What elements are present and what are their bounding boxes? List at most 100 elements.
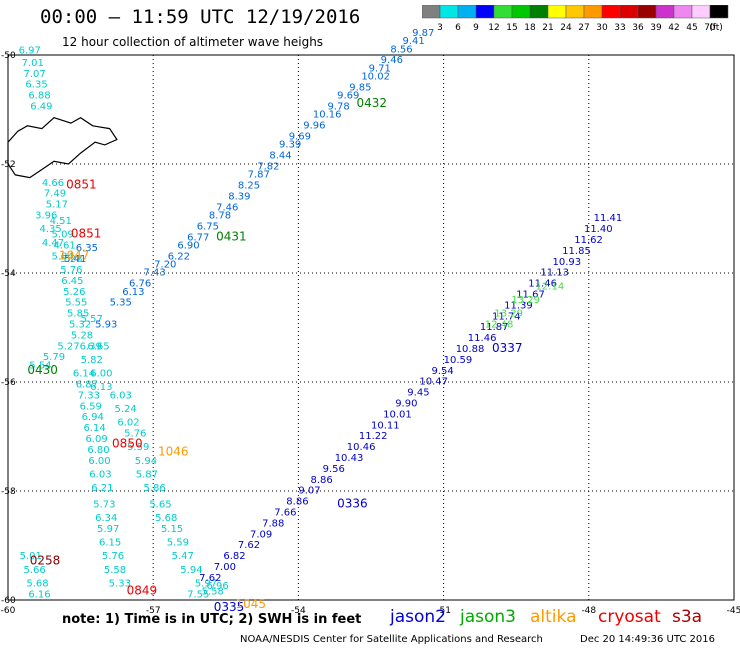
color-scale-label: 33 xyxy=(614,23,625,33)
swh-value-label: 9.69 xyxy=(289,131,311,142)
swh-value-label: 6.13 xyxy=(90,382,112,393)
swh-value-label: 5.94 xyxy=(135,456,157,467)
swh-value-label: 10.59 xyxy=(444,355,473,366)
color-scale-label: 12 xyxy=(488,23,499,33)
swh-value-label: 7.88 xyxy=(262,518,284,529)
pass-time-label: 0850 xyxy=(112,436,143,450)
swh-value-label: 4.66 xyxy=(42,178,64,189)
pass-time-label: 0336 xyxy=(337,496,368,510)
swh-value-label: 11.46 xyxy=(468,333,497,344)
swh-value-label: 6.03 xyxy=(89,469,111,480)
legend-s3a: s3a xyxy=(672,607,703,627)
swh-value-label: 9.85 xyxy=(349,82,371,93)
lat-tick-label: -60 xyxy=(1,596,16,606)
swh-value-label: 5.28 xyxy=(60,254,82,265)
swh-value-label: 5.87 xyxy=(136,469,158,480)
swh-value-label: 6.14 xyxy=(73,369,95,380)
swh-value-label: 6.35 xyxy=(76,243,98,254)
swh-value-label: 6.15 xyxy=(99,538,121,549)
swh-value-label: 10.01 xyxy=(383,409,412,420)
swh-value-label: 5.54 xyxy=(29,360,51,371)
swh-value-label: 9.56 xyxy=(323,464,345,475)
swh-value-label: 6.59 xyxy=(80,401,102,412)
swh-value-label: 5.28 xyxy=(71,330,93,341)
pass-time-label: 0851 xyxy=(71,227,102,241)
swh-value-label: 6.39 xyxy=(80,341,102,352)
swh-value-label: 5.47 xyxy=(172,551,194,562)
swh-value-label: 7.82 xyxy=(257,161,279,172)
swh-value-label: 7.00 xyxy=(214,562,236,573)
swh-value-label: 5.33 xyxy=(109,578,131,589)
swh-value-label: 6.22 xyxy=(168,251,190,262)
pass-time-label: 0335 xyxy=(214,600,245,614)
swh-value-label: 6.21 xyxy=(91,483,113,494)
swh-value-label: 6.35 xyxy=(25,80,47,91)
swh-value-label: 10.43 xyxy=(335,453,364,464)
swh-value-label: 11.22 xyxy=(359,431,388,442)
lat-tick-label: -58 xyxy=(1,487,16,497)
swh-value-label: 5.79 xyxy=(43,352,65,363)
swh-value-label: 9.54 xyxy=(432,366,454,377)
swh-value-label: 7.62 xyxy=(199,573,221,584)
swh-value-label: 8.25 xyxy=(238,181,260,192)
swh-value-label: 10.93 xyxy=(553,257,582,268)
swh-value-label: 6.02 xyxy=(117,418,139,429)
swh-value-label: 5.97 xyxy=(195,578,217,589)
swh-value-label: 9.69 xyxy=(337,91,359,102)
swh-value-label: 6.14 xyxy=(84,423,106,434)
swh-value-label: 5.68 xyxy=(26,578,48,589)
swh-value-label: 7.46 xyxy=(216,202,238,213)
swh-value-label: 5.68 xyxy=(155,513,177,524)
swh-value-label: 5.59 xyxy=(127,442,149,453)
swh-value-label: 11.67 xyxy=(516,290,545,301)
pass-time-label: 0431 xyxy=(216,229,247,243)
swh-value-label: 7.07 xyxy=(23,69,45,80)
lon-tick-label: -57 xyxy=(146,606,161,616)
swh-value-label: 5.82 xyxy=(81,355,103,366)
page-subtitle: 12 hour collection of altimeter wave hei… xyxy=(62,35,324,49)
swh-value-label: 6.96 xyxy=(206,581,228,592)
swh-value-label: 5.93 xyxy=(95,320,117,331)
lon-tick-label: -45 xyxy=(727,606,740,616)
swh-value-label: 6.88 xyxy=(28,91,50,102)
swh-value-label: 11.74 xyxy=(492,311,521,322)
swh-value-label: 5.01 xyxy=(20,551,42,562)
swh-value-label: 5.41 xyxy=(64,254,86,265)
swh-value-label: 6.34 xyxy=(95,513,117,524)
swh-value-label: 6.03 xyxy=(110,390,132,401)
swh-value-label: 6.94 xyxy=(82,412,104,423)
swh-value-label: 8.44 xyxy=(269,151,291,162)
swh-value-label: 6.80 xyxy=(87,445,109,456)
lon-tick-label: -60 xyxy=(1,606,16,616)
swh-value-label: 5.24 xyxy=(114,404,136,415)
lon-tick-label: -51 xyxy=(436,606,451,616)
swh-value-label: 5.66 xyxy=(23,565,45,576)
swh-value-label: 7.55 xyxy=(187,589,209,600)
swh-value-label: 11.39 xyxy=(504,300,533,311)
swh-value-label: 5.94 xyxy=(180,565,202,576)
lat-tick-label: -50 xyxy=(1,51,16,61)
page-title: 00:00 – 11:59 UTC 12/19/2016 xyxy=(40,6,361,28)
color-scale-label: 45 xyxy=(686,23,697,33)
swh-value-label: 9.87 xyxy=(412,28,434,39)
swh-value-label: 6.00 xyxy=(88,456,110,467)
swh-value-label: 6.16 xyxy=(28,589,50,600)
color-scale-label: 15 xyxy=(506,23,517,33)
swh-value-label: 4.47 xyxy=(42,238,64,249)
swh-value-label: 5.76 xyxy=(60,265,82,276)
swh-value-label: 7.20 xyxy=(154,260,176,271)
lon-tick-label: -54 xyxy=(291,606,306,616)
swh-value-label: 10.02 xyxy=(361,72,390,83)
swh-value-label: 6.97 xyxy=(19,45,41,56)
swh-value-label: 5.09 xyxy=(52,230,74,241)
pass-time-label: 0258 xyxy=(30,554,61,568)
swh-value-label: 7.87 xyxy=(248,170,270,181)
swh-value-label: 12.48 xyxy=(485,320,514,331)
swh-value-label: 5.17 xyxy=(46,200,68,211)
lat-tick-label: -56 xyxy=(1,378,16,388)
swh-value-label: 7.62 xyxy=(238,540,260,551)
swh-value-label: 9.78 xyxy=(327,102,349,113)
swh-value-label: 5.27 xyxy=(57,341,79,352)
swh-value-label: 6.77 xyxy=(187,232,209,243)
